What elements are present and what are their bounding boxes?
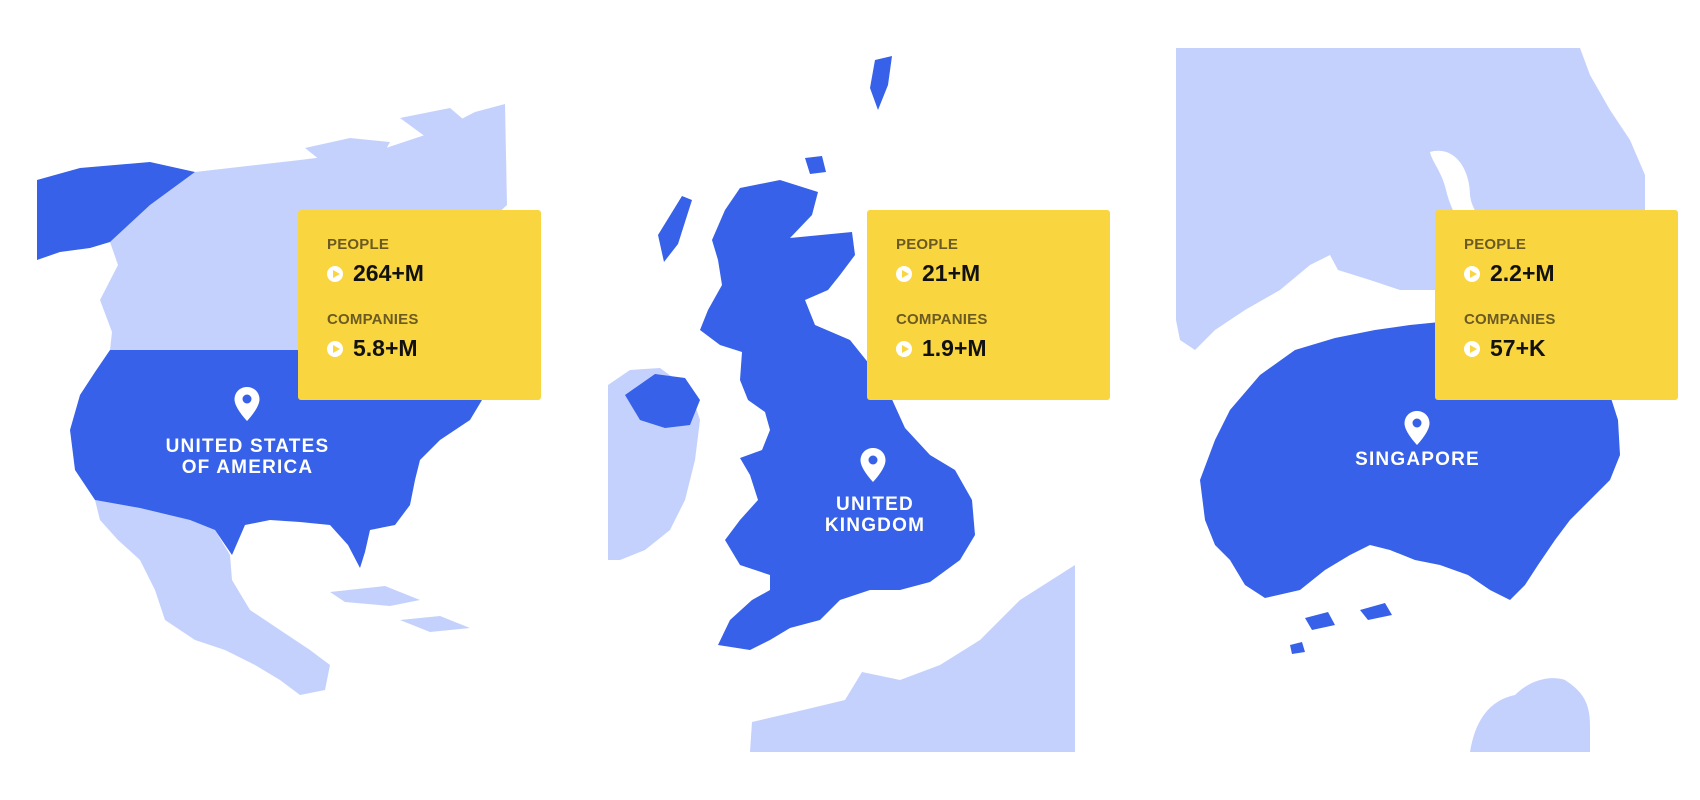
southern-island-1 <box>1305 612 1335 630</box>
companies-label: COMPANIES <box>896 311 988 328</box>
companies-value: 1.9+M <box>922 335 987 361</box>
country-name-singapore: SINGAPORE <box>1330 449 1505 470</box>
map-panel-singapore: SINGAPORE PEOPLE 2.2+M COMPANIES 57+K <box>1170 0 1678 800</box>
companies-label: COMPANIES <box>327 311 419 328</box>
country-name-line1: SINGAPORE <box>1355 449 1480 470</box>
companies-row: 1.9+M <box>896 335 1110 362</box>
play-icon <box>896 340 912 357</box>
stat-card-uk: PEOPLE 21+M COMPANIES 1.9+M <box>867 210 1110 400</box>
map-panel-uk: UNITED KINGDOM PEOPLE 21+M COMPANIES 1.9… <box>600 0 1120 800</box>
great-britain-shape <box>700 180 975 650</box>
map-pin-icon <box>234 387 260 421</box>
play-icon <box>327 265 343 282</box>
southern-island-3 <box>1290 642 1305 654</box>
country-name-line1: UNITED STATES <box>165 436 330 457</box>
batam-island <box>1470 678 1590 752</box>
people-value: 21+M <box>922 260 981 286</box>
country-name-usa: UNITED STATES OF AMERICA <box>140 436 355 478</box>
map-pin-icon <box>860 448 886 482</box>
arctic-island-2 <box>400 108 470 140</box>
southern-island-2 <box>1360 603 1392 620</box>
play-icon <box>327 340 343 357</box>
uk-map <box>608 56 1075 752</box>
stat-card-usa: PEOPLE 264+M COMPANIES 5.8+M <box>298 210 541 400</box>
people-label: PEOPLE <box>327 236 390 253</box>
people-row: 21+M <box>896 260 1110 287</box>
companies-row: 5.8+M <box>327 335 541 362</box>
caribbean-1 <box>330 586 420 606</box>
france-shape <box>750 565 1075 752</box>
companies-value: 5.8+M <box>353 335 418 361</box>
people-row: 264+M <box>327 260 541 287</box>
usa-shape <box>70 350 485 568</box>
companies-row: 57+K <box>1464 335 1678 362</box>
stat-card-singapore: PEOPLE 2.2+M COMPANIES 57+K <box>1435 210 1678 400</box>
people-label: PEOPLE <box>1464 236 1527 253</box>
people-label: PEOPLE <box>896 236 959 253</box>
people-row: 2.2+M <box>1464 260 1678 287</box>
companies-value: 57+K <box>1490 335 1546 361</box>
arctic-island-1 <box>305 138 390 168</box>
hebrides-island <box>658 196 692 262</box>
orkney-island <box>805 156 826 174</box>
country-name-line2: KINGDOM <box>824 515 926 536</box>
country-name-line2: OF AMERICA <box>181 457 314 478</box>
map-pin-icon <box>1404 411 1430 445</box>
people-value: 2.2+M <box>1490 260 1555 286</box>
people-value: 264+M <box>353 260 424 286</box>
singapore-map <box>1176 48 1645 752</box>
map-panel-usa: UNITED STATES OF AMERICA PEOPLE 264+M CO… <box>0 0 560 800</box>
country-name-uk: UNITED KINGDOM <box>800 494 950 536</box>
alaska-shape <box>37 162 195 260</box>
play-icon <box>1464 340 1480 357</box>
caribbean-2 <box>400 616 470 632</box>
usa-map <box>37 104 507 695</box>
play-icon <box>896 265 912 282</box>
companies-label: COMPANIES <box>1464 311 1556 328</box>
play-icon <box>1464 265 1480 282</box>
shetland-island <box>870 56 892 110</box>
northern-ireland-shape <box>625 374 700 428</box>
arctic-island-3 <box>338 176 370 192</box>
country-name-line1: UNITED <box>836 494 914 515</box>
mexico-shape <box>95 500 330 695</box>
